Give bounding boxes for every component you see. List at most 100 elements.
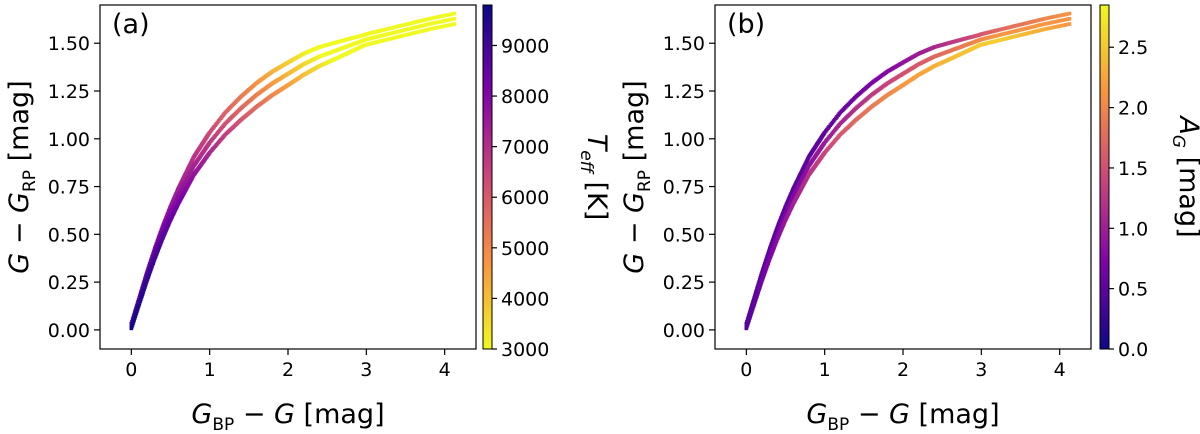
data-point [433, 21, 437, 25]
y-tick-label: 1.00 [48, 129, 90, 151]
data-point [1042, 17, 1046, 21]
panel-b-x-axis-label: GBP − G [mag] [806, 399, 999, 434]
y-tick-label: 1.00 [663, 129, 705, 151]
x-tick-label: 2 [897, 359, 909, 381]
data-point [450, 12, 455, 16]
colorbar-tick-label: 9000 [501, 35, 549, 57]
data-point [429, 16, 433, 21]
data-point [1059, 23, 1064, 28]
data-point [431, 26, 435, 31]
data-point [438, 14, 443, 19]
data-point [1048, 21, 1052, 25]
colorbar-tick-label: 5000 [501, 238, 549, 260]
colorbar-tick-label: 2.5 [1118, 37, 1148, 59]
data-point [1048, 26, 1052, 30]
data-point [435, 15, 439, 19]
x-tick-label: 3 [975, 359, 987, 381]
panel-b-colorbar-ticks: 0.0 0.5 1.0 1.5 2.0 2.5 [1109, 37, 1148, 361]
y-tick-label: 1.25 [48, 81, 90, 103]
colorbar-tick-label: 7000 [501, 137, 549, 159]
data-point [427, 22, 431, 26]
y-tick-label: 1.50 [663, 33, 705, 55]
panel-a-xticks: 0 1 2 3 4 [125, 349, 451, 381]
data-point [1063, 17, 1068, 22]
data-point [442, 13, 447, 18]
y-tick-label: 0.75 [663, 177, 705, 199]
colorbar-tick-label: 1.5 [1118, 158, 1148, 180]
data-point [1059, 13, 1064, 17]
data-point [1048, 15, 1052, 20]
data-point [429, 27, 433, 31]
data-point [440, 14, 445, 18]
y-tick-label: 0.00 [663, 320, 705, 342]
data-point [433, 26, 437, 30]
panel-b-colorbar [1099, 4, 1110, 350]
colorbar-tick-label: 0.5 [1118, 279, 1148, 301]
data-point [431, 21, 435, 26]
data-point [1054, 25, 1058, 29]
data-point [1054, 14, 1058, 19]
data-point [452, 11, 457, 16]
x-tick-label: 4 [439, 359, 451, 381]
data-point [435, 20, 439, 25]
data-point [1057, 19, 1062, 23]
colorbar-tick-label: 6000 [501, 187, 549, 209]
data-point [448, 12, 453, 17]
data-point [437, 20, 441, 24]
data-point [444, 23, 449, 28]
data-point [429, 21, 433, 26]
data-point [444, 13, 449, 17]
panel-b-y-axis-label: G − GRP [mag] [619, 80, 655, 273]
y-tick-label: 1.50 [48, 33, 90, 55]
colorbar-tick-label: 4000 [501, 288, 549, 310]
data-point [452, 22, 457, 26]
data-point [1055, 19, 1060, 23]
panel-a-colorbar [482, 4, 493, 350]
y-tick-label: 0.25 [48, 272, 90, 294]
data-point [1052, 25, 1056, 30]
panel-a: 0 1 2 3 4 0.00 0.25 0.50 0.75 1.00 1.25 1.50 (a) G… [4, 4, 612, 434]
panel-a-frame [99, 4, 477, 350]
panel-a-marks [129, 11, 457, 331]
panel-a-x-axis-label: GBP − G [mag] [191, 399, 384, 434]
data-point [1067, 17, 1072, 21]
data-point [433, 15, 437, 20]
x-tick-label: 1 [819, 359, 831, 381]
colorbar-tick-label: 8000 [501, 86, 549, 108]
panel-b-colorbar-label: AG [mag] [1168, 114, 1200, 237]
data-point [446, 18, 451, 22]
data-point [1046, 26, 1050, 31]
y-tick-label: 0.50 [663, 224, 705, 246]
data-point [440, 24, 445, 29]
data-point [1065, 22, 1070, 27]
data-point [1052, 15, 1056, 19]
data-point [438, 25, 443, 29]
data-point [1042, 27, 1046, 32]
data-point [446, 23, 451, 28]
data-point [1061, 18, 1066, 22]
panel-b-yticks: 0.00 0.25 0.50 0.75 1.00 1.25 1.50 [663, 33, 715, 342]
data-point [450, 22, 455, 27]
panel-a-colorbar-ticks: 3000 4000 5000 6000 7000 8000 9000 [492, 35, 549, 361]
y-tick-label: 0.50 [48, 224, 90, 246]
data-point [442, 24, 447, 28]
data-point [1046, 21, 1050, 26]
data-point [1061, 23, 1066, 28]
data-point [1059, 18, 1064, 23]
data-point [1044, 16, 1048, 21]
data-point [1063, 12, 1068, 17]
data-point [1065, 17, 1070, 21]
panel-a-y-axis-label: G − GRP [mag] [4, 80, 40, 273]
data-point [444, 18, 449, 23]
colorbar-tick-label: 3000 [501, 339, 549, 361]
x-tick-label: 0 [740, 359, 752, 381]
data-point [1065, 12, 1070, 16]
panel-b: 0 1 2 3 4 0.00 0.25 0.50 0.75 1.00 1.25 1.50 (b) G… [619, 4, 1200, 434]
data-point [427, 27, 431, 32]
panel-a-colorbar-label: Teff [K] [576, 134, 612, 221]
data-point [1050, 15, 1054, 19]
data-point [437, 25, 441, 30]
data-point [1046, 16, 1050, 20]
x-tick-label: 2 [282, 359, 294, 381]
